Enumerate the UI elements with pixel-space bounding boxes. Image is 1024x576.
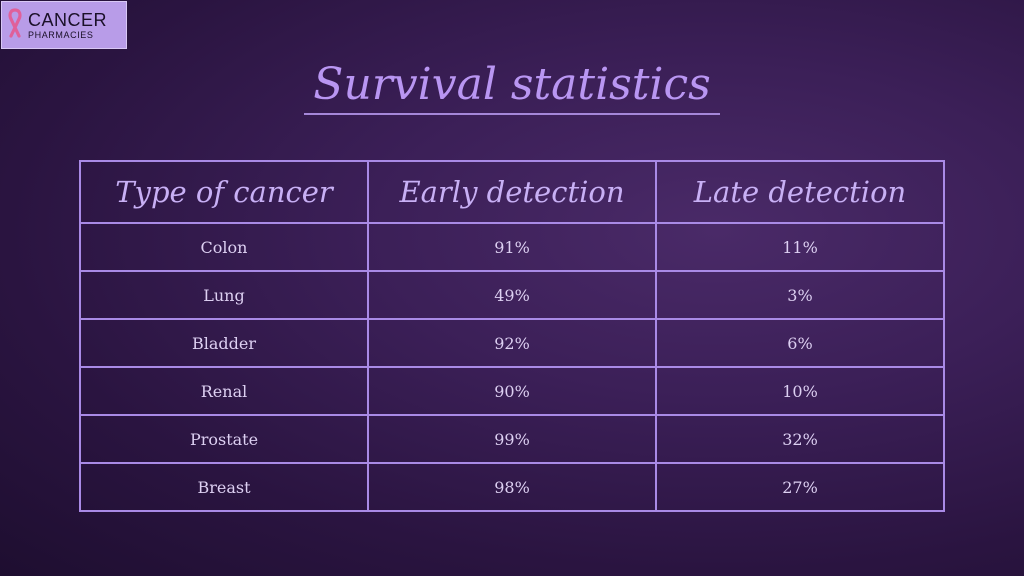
cell-cancer-type: Bladder: [79, 318, 369, 368]
cell-late-detection: 11%: [655, 222, 945, 272]
table-row: Colon 91% 11%: [79, 222, 945, 272]
table-row: Renal 90% 10%: [79, 366, 945, 416]
header-type-of-cancer: Type of cancer: [79, 160, 369, 224]
cell-late-detection: 32%: [655, 414, 945, 464]
survival-statistics-table: Type of cancer Early detection Late dete…: [79, 160, 945, 512]
cell-early-detection: 90%: [367, 366, 657, 416]
cell-late-detection: 3%: [655, 270, 945, 320]
pink-ribbon-icon: [8, 8, 22, 38]
cell-early-detection: 92%: [367, 318, 657, 368]
table-row: Breast 98% 27%: [79, 462, 945, 512]
cell-late-detection: 10%: [655, 366, 945, 416]
cell-cancer-type: Colon: [79, 222, 369, 272]
header-late-detection: Late detection: [655, 160, 945, 224]
cell-early-detection: 91%: [367, 222, 657, 272]
cell-early-detection: 99%: [367, 414, 657, 464]
cell-early-detection: 49%: [367, 270, 657, 320]
cell-cancer-type: Prostate: [79, 414, 369, 464]
cell-late-detection: 6%: [655, 318, 945, 368]
cell-cancer-type: Breast: [79, 462, 369, 512]
cell-cancer-type: Renal: [79, 366, 369, 416]
logo-text-cancer: CANCER: [28, 9, 108, 30]
logo-text-pharmacies: PHARMACIES: [28, 29, 94, 40]
table-row: Lung 49% 3%: [79, 270, 945, 320]
cell-early-detection: 98%: [367, 462, 657, 512]
cancer-pharmacies-logo: CANCER PHARMACIES: [1, 1, 127, 49]
table-row: Prostate 99% 32%: [79, 414, 945, 464]
cell-cancer-type: Lung: [79, 270, 369, 320]
page-title: Survival statistics: [313, 59, 711, 110]
table-header-row: Type of cancer Early detection Late dete…: [79, 160, 945, 224]
header-early-detection: Early detection: [367, 160, 657, 224]
title-underline: [304, 113, 720, 115]
table-row: Bladder 92% 6%: [79, 318, 945, 368]
cell-late-detection: 27%: [655, 462, 945, 512]
